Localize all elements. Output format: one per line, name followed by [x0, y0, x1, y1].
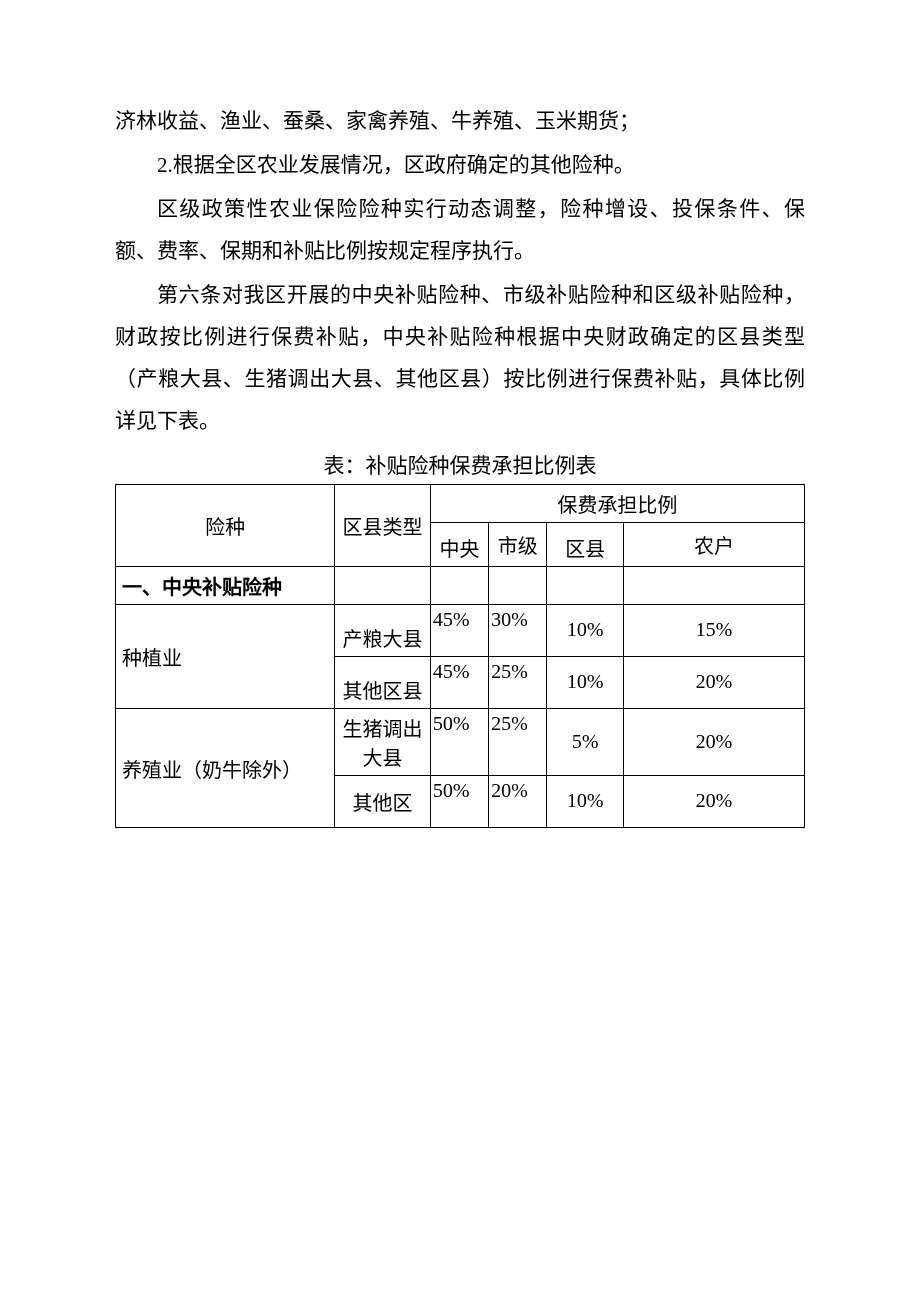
header-district: 区县 [547, 523, 623, 567]
cell-district: 10% [547, 605, 623, 657]
cell-farmer: 20% [623, 776, 804, 828]
header-premium-ratio: 保费承担比例 [430, 485, 804, 523]
cell-risk: 种植业 [116, 605, 335, 709]
header-farmer: 农户 [623, 523, 804, 567]
empty-cell [430, 567, 488, 605]
paragraph-1: 济林收益、渔业、蚕桑、家禽养殖、牛养殖、玉米期货； [115, 100, 805, 142]
cell-district: 10% [547, 776, 623, 828]
cell-city: 20% [489, 776, 547, 828]
table-row: 养殖业（奶牛除外） 生猪调出大县 50% 25% 5% 20% [116, 709, 805, 776]
table-header-row-1: 险种 区县类型 保费承担比例 [116, 485, 805, 523]
cell-county: 其他区 [335, 776, 431, 828]
cell-district: 10% [547, 657, 623, 709]
cell-farmer: 20% [623, 657, 804, 709]
paragraph-2: 2.根据全区农业发展情况，区政府确定的其他险种。 [115, 144, 805, 186]
empty-cell [623, 567, 804, 605]
document-body: 济林收益、渔业、蚕桑、家禽养殖、牛养殖、玉米期货； 2.根据全区农业发展情况，区… [115, 100, 805, 828]
cell-central: 45% [430, 657, 488, 709]
cell-central: 50% [430, 709, 488, 776]
section-label: 一、中央补贴险种 [116, 567, 335, 605]
cell-risk: 养殖业（奶牛除外） [116, 709, 335, 828]
cell-farmer: 15% [623, 605, 804, 657]
cell-county: 其他区县 [335, 657, 431, 709]
header-risk-type: 险种 [116, 485, 335, 567]
cell-city: 30% [489, 605, 547, 657]
cell-city: 25% [489, 657, 547, 709]
empty-cell [335, 567, 431, 605]
table-section-row: 一、中央补贴险种 [116, 567, 805, 605]
cell-district: 5% [547, 709, 623, 776]
cell-farmer: 20% [623, 709, 804, 776]
table-row: 种植业 产粮大县 45% 30% 10% 15% [116, 605, 805, 657]
header-city: 市级 [489, 523, 547, 567]
header-county-type: 区县类型 [335, 485, 431, 567]
cell-city: 25% [489, 709, 547, 776]
cell-county: 生猪调出大县 [335, 709, 431, 776]
empty-cell [547, 567, 623, 605]
empty-cell [489, 567, 547, 605]
table-caption: 表：补贴险种保费承担比例表 [115, 450, 805, 480]
cell-county: 产粮大县 [335, 605, 431, 657]
header-central: 中央 [430, 523, 488, 567]
cell-central: 45% [430, 605, 488, 657]
paragraph-3: 区级政策性农业保险险种实行动态调整，险种增设、投保条件、保额、费率、保期和补贴比… [115, 188, 805, 272]
cell-central: 50% [430, 776, 488, 828]
paragraph-4: 第六条对我区开展的中央补贴险种、市级补贴险种和区级补贴险种，财政按比例进行保费补… [115, 274, 805, 442]
subsidy-ratio-table: 险种 区县类型 保费承担比例 中央 市级 区县 农户 一、中央补贴险种 种植业 … [115, 484, 805, 828]
